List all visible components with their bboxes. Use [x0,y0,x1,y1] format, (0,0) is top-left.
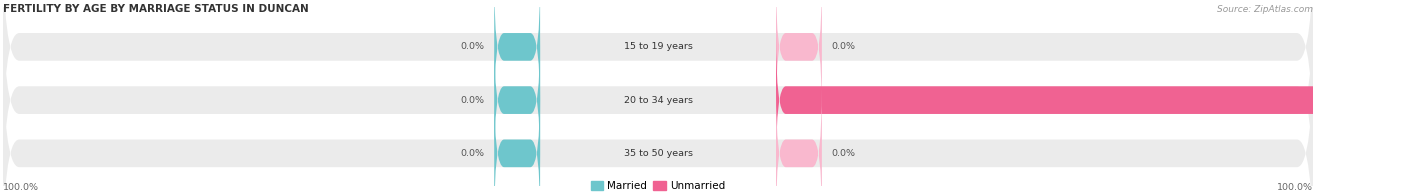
Text: 15 to 19 years: 15 to 19 years [624,42,693,51]
FancyBboxPatch shape [495,87,540,196]
Text: FERTILITY BY AGE BY MARRIAGE STATUS IN DUNCAN: FERTILITY BY AGE BY MARRIAGE STATUS IN D… [3,4,308,14]
FancyBboxPatch shape [776,0,823,113]
Legend: Married, Unmarried: Married, Unmarried [586,177,730,195]
Text: 0.0%: 0.0% [460,96,485,105]
Text: 0.0%: 0.0% [460,149,485,158]
FancyBboxPatch shape [776,87,823,196]
Text: 20 to 34 years: 20 to 34 years [623,96,693,105]
FancyBboxPatch shape [495,34,540,166]
Text: Source: ZipAtlas.com: Source: ZipAtlas.com [1218,5,1313,14]
Text: 0.0%: 0.0% [460,42,485,51]
FancyBboxPatch shape [495,0,540,113]
Text: 100.0%: 100.0% [3,183,39,192]
Text: 100.0%: 100.0% [1382,96,1406,105]
FancyBboxPatch shape [3,0,1313,166]
FancyBboxPatch shape [3,0,1313,196]
Text: 35 to 50 years: 35 to 50 years [623,149,693,158]
FancyBboxPatch shape [776,34,1406,166]
Text: 0.0%: 0.0% [832,149,856,158]
Text: 0.0%: 0.0% [832,42,856,51]
FancyBboxPatch shape [3,34,1313,196]
Text: 100.0%: 100.0% [1277,183,1313,192]
